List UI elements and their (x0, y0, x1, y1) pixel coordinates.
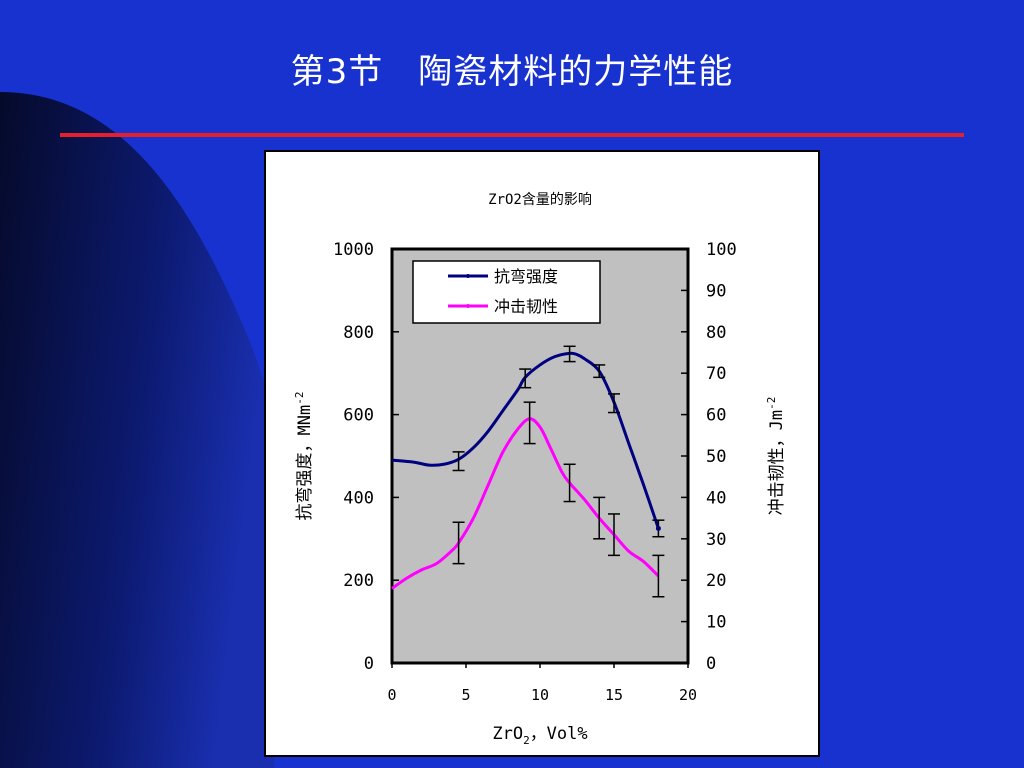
y-right-tick-label: 40 (706, 488, 726, 508)
flexural-strength-line (391, 351, 660, 529)
y-left-tick-label: 400 (343, 488, 374, 508)
legend-marker-impact (466, 304, 470, 308)
x-tick-label: 5 (461, 686, 470, 704)
x-axis-ticks: 0 5 10 15 20 (387, 663, 697, 704)
y-left-tick-label: 600 (343, 406, 374, 426)
y-axis-right-label-main: 冲击韧性，Jm (767, 410, 787, 515)
x-axis-label-rest: ，Vol% (530, 724, 588, 744)
y-axis-right-label: 冲击韧性，Jm-2 (765, 397, 787, 516)
y-right-tick-label: 50 (706, 447, 726, 467)
y-right-tick-label: 0 (706, 654, 716, 674)
legend-box (412, 260, 601, 324)
decorative-arc-shape (0, 92, 274, 768)
legend-marker-flexural (466, 274, 470, 278)
y-axis-right-label-sup: -2 (765, 397, 778, 410)
y-right-tick-label: 100 (706, 240, 737, 260)
title-divider (60, 133, 964, 137)
y-axis-left-label-main: 抗弯强度，MNm (295, 405, 315, 521)
y-right-tick-label: 30 (706, 530, 726, 550)
x-axis-label: ZrO2，Vol% (492, 724, 587, 747)
y-right-tick-label: 90 (706, 281, 726, 301)
x-tick-label: 20 (679, 686, 697, 704)
y-left-tick-label: 0 (364, 654, 374, 674)
x-tick-label: 0 (387, 686, 396, 704)
legend-label-flexural: 抗弯强度 (494, 267, 558, 286)
y-right-tick-label: 10 (706, 613, 726, 633)
y-left-tick-label: 1000 (333, 240, 374, 260)
y-axis-left-label-sup: -2 (293, 392, 306, 405)
x-tick-label: 10 (531, 686, 549, 704)
y-left-tick-label: 200 (343, 571, 374, 591)
y-right-tick-label: 70 (706, 364, 726, 384)
legend-label-impact: 冲击韧性 (494, 297, 558, 316)
chart-panel: ZrO2含量的影响 0 200 400 600 800 1000 0 10 20 30 40 50 6… (264, 150, 820, 757)
y-right-tick-label: 20 (706, 571, 726, 591)
legend: 抗弯强度 冲击韧性 (412, 260, 601, 324)
y-left-tick-label: 800 (343, 323, 374, 343)
slide-title: 第3节 陶瓷材料的力学性能 (290, 52, 734, 92)
chart-title: ZrO2含量的影响 (488, 192, 592, 208)
y-right-tick-label: 80 (706, 323, 726, 343)
y-axis-left-label: 抗弯强度，MNm-2 (293, 392, 315, 521)
x-axis-label-main: ZrO (492, 724, 523, 744)
right-axis-ticks: 0 10 20 30 40 50 60 70 80 90 100 (681, 240, 737, 674)
x-tick-label: 15 (605, 686, 623, 704)
x-axis-label-sub: 2 (523, 734, 530, 747)
flexural-strength-end-marker (655, 525, 661, 531)
y-right-tick-label: 60 (706, 406, 726, 426)
series-layer (391, 345, 665, 598)
left-axis-ticks: 0 200 400 600 800 1000 (333, 240, 399, 674)
